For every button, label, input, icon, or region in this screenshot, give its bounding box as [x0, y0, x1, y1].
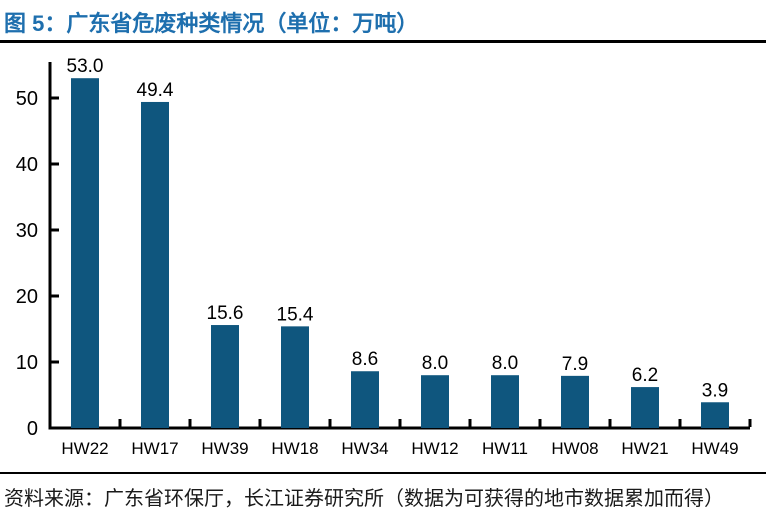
bar — [701, 402, 729, 428]
x-category-label: HW12 — [411, 439, 458, 458]
x-category-label: HW18 — [271, 439, 318, 458]
y-tick-label: 10 — [16, 352, 38, 374]
bar — [631, 387, 659, 428]
x-category-label: HW21 — [621, 439, 668, 458]
bar-value-label: 49.4 — [137, 80, 174, 101]
bar-value-label: 8.0 — [492, 353, 518, 374]
bar-value-label: 7.9 — [562, 354, 588, 375]
bar-value-label: 15.6 — [207, 303, 244, 324]
title-divider-line — [0, 40, 766, 43]
x-category-label: HW17 — [131, 439, 178, 458]
x-category-label: HW49 — [691, 439, 738, 458]
y-tick-label: 0 — [27, 418, 38, 440]
y-tick-label: 50 — [16, 88, 38, 110]
x-category-label: HW22 — [61, 439, 108, 458]
x-category-label: HW08 — [551, 439, 598, 458]
bar-chart-canvas: 0 10 20 30 40 50 53.0 HW22 49.4 HW17 15.6 HW39 15.4 H… — [16, 56, 752, 458]
x-category-label: HW34 — [341, 439, 388, 458]
y-tick-label: 20 — [16, 286, 38, 308]
bar — [281, 326, 309, 428]
bar-value-label: 15.4 — [277, 304, 314, 325]
bar-value-label: 3.9 — [702, 380, 728, 401]
bar-value-label: 8.0 — [422, 353, 448, 374]
footer-divider-line — [0, 472, 766, 474]
y-tick-label: 30 — [16, 220, 38, 242]
bar — [351, 371, 379, 428]
bar-value-label: 6.2 — [632, 365, 658, 386]
bar — [71, 78, 99, 428]
bar — [561, 375, 589, 428]
x-category-label: HW11 — [482, 439, 528, 458]
bar — [141, 101, 169, 429]
bar — [421, 375, 449, 428]
y-tick-label: 40 — [16, 154, 38, 176]
x-category-label: HW39 — [201, 439, 248, 458]
bar — [491, 375, 519, 428]
bar-value-label: 53.0 — [67, 56, 104, 77]
bar-value-label: 8.6 — [352, 349, 378, 370]
bar-chart: 0 10 20 30 40 50 53.0 HW22 49.4 HW17 15.6 HW39 15.4 H… — [0, 44, 766, 468]
bar — [211, 325, 239, 428]
figure-title: 图 5：广东省危废种类情况（单位：万吨） — [4, 11, 419, 36]
source-note: 资料来源：广东省环保厅，长江证券研究所（数据为可获得的地市数据累加而得） — [4, 488, 724, 510]
